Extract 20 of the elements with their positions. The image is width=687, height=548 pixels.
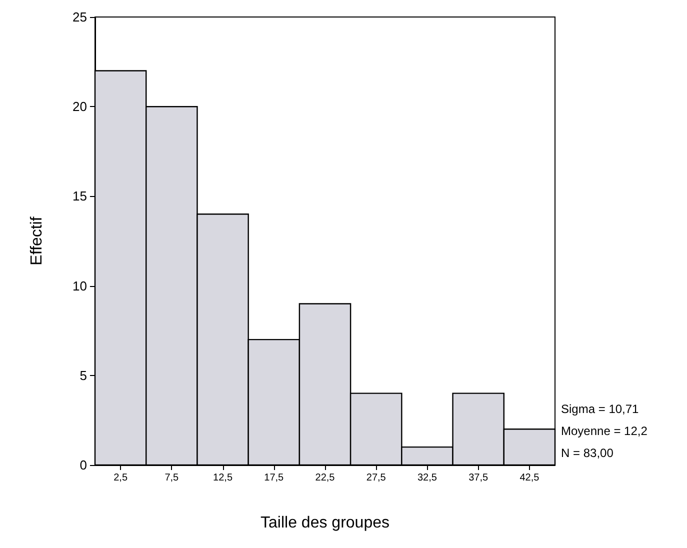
text: Moyenne = 12,2 [561, 424, 648, 438]
x-tick-label: 32,5 [417, 472, 438, 484]
y-axis-title: Effectif [28, 216, 46, 266]
text: Sigma = 10,71 [561, 402, 640, 416]
x-tick-label: 42,5 [520, 472, 540, 484]
x-tick-label: 37,5 [468, 472, 488, 484]
x-tick-label: 17,5 [264, 472, 284, 484]
x-axis-title: Taille des groupes [260, 514, 390, 532]
x-tick-label: 22,5 [315, 472, 336, 484]
x-tick-label: 12,5 [213, 472, 233, 484]
x-tick-label: 7,5 [164, 472, 180, 484]
y-tick-label: 5 [80, 368, 87, 383]
x-tick-label: 27,5 [366, 472, 386, 484]
y-tick-label: 15 [72, 188, 87, 204]
y-tick-label: 0 [80, 458, 87, 472]
x-tick-label: 2,5 [114, 472, 128, 484]
y-tick-label: 20 [72, 99, 87, 114]
y-tick-label: 25 [72, 10, 87, 24]
text: N = 83,00 [561, 446, 614, 460]
y-tick-label: 10 [72, 278, 87, 294]
